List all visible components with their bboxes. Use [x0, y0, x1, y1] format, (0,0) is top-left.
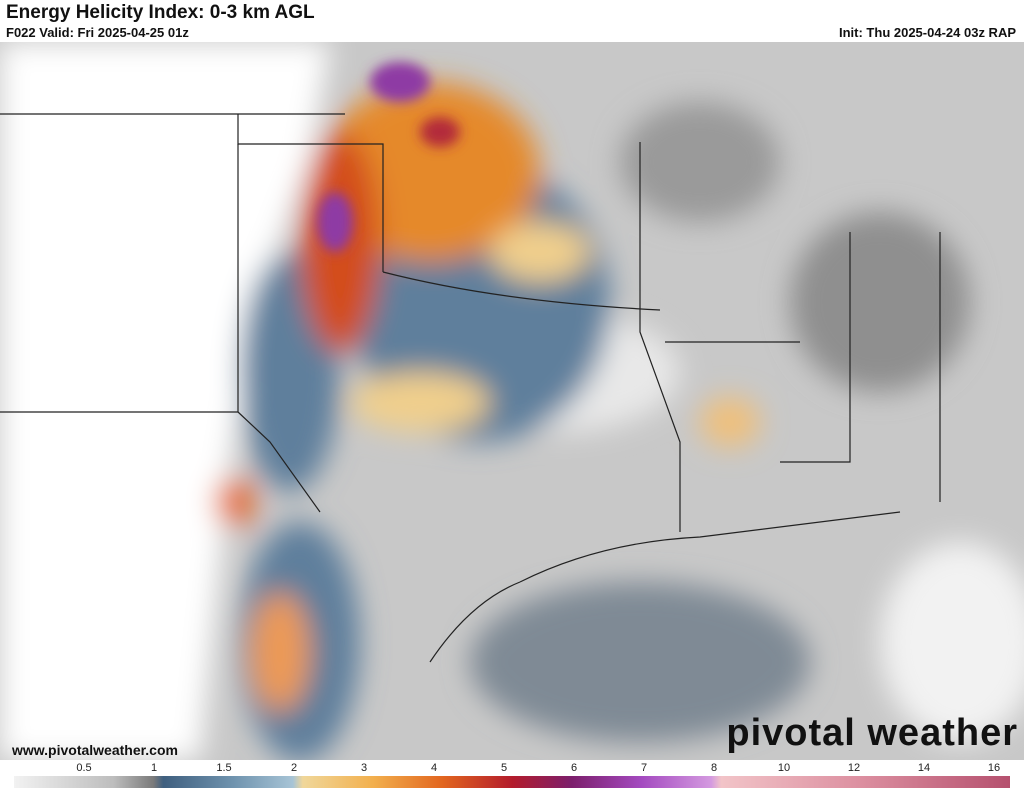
colorbar-tick-label: 1.5 [216, 762, 232, 774]
logo: pivotal weather [726, 712, 1018, 754]
colorbar-tick-label: 5 [500, 762, 508, 774]
valid-time: F022 Valid: Fri 2025-04-25 01z [6, 25, 189, 40]
map [0, 42, 1024, 760]
colorbar-tick-label: 8 [710, 762, 718, 774]
colorbar-tick-label: 4 [430, 762, 438, 774]
colorbar-tick-label: 1 [150, 762, 158, 774]
colorbar-tick-label: 2 [290, 762, 298, 774]
colorbar-tick-label: 16 [987, 762, 1001, 774]
title: Energy Helicity Index: 0-3 km AGL [6, 2, 315, 23]
colorbar [14, 776, 1010, 788]
colorbar-tick-label: 0.5 [76, 762, 92, 774]
colorbar-tick-label: 14 [917, 762, 931, 774]
colorbar-tick-label: 7 [640, 762, 648, 774]
colorbar-tick-label: 6 [570, 762, 578, 774]
colorbar-tick-label: 3 [360, 762, 368, 774]
colorbar-tick-label: 10 [777, 762, 791, 774]
website: www.pivotalweather.com [12, 742, 178, 758]
init-time: Init: Thu 2025-04-24 03z RAP [839, 25, 1016, 40]
colorbar-tick-label: 12 [847, 762, 861, 774]
